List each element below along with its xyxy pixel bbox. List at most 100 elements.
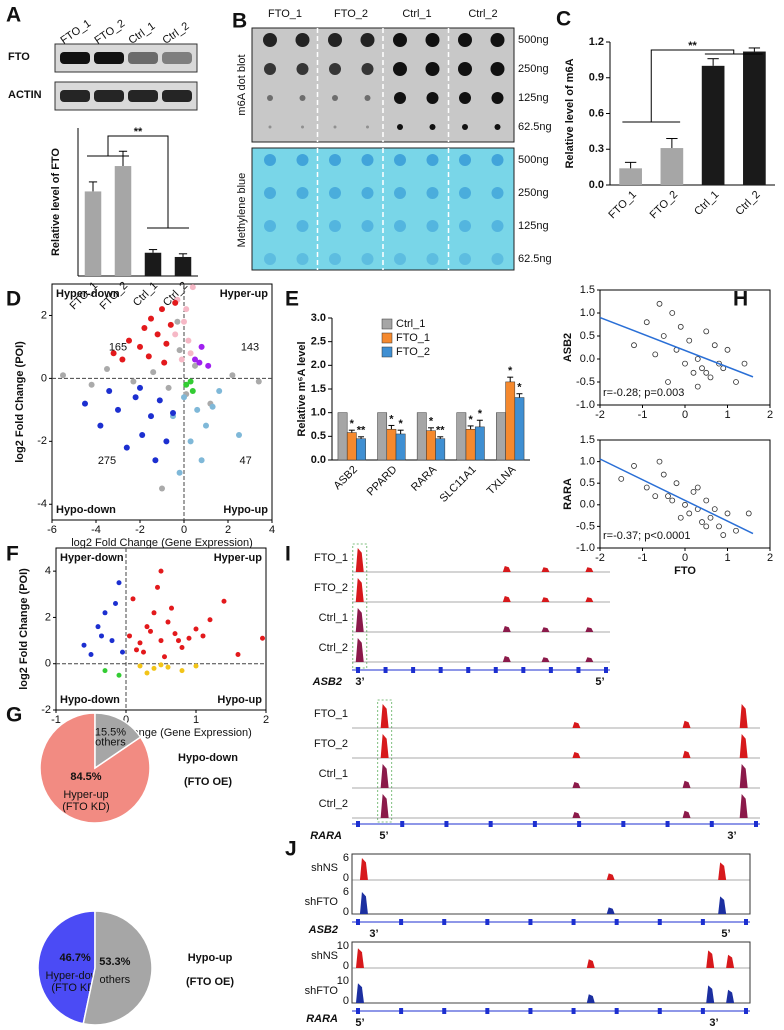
y-tick-label: 0.9	[589, 72, 604, 84]
point	[669, 497, 676, 504]
bar	[619, 168, 642, 185]
y-tick-label: 0.0	[580, 499, 595, 511]
dot	[459, 253, 471, 265]
exon	[532, 821, 537, 827]
point	[178, 356, 185, 363]
point	[126, 337, 132, 344]
dot	[366, 125, 369, 129]
point	[158, 662, 164, 668]
point	[99, 633, 104, 639]
bar	[435, 438, 446, 461]
track-label: FTO_1	[314, 708, 348, 720]
point	[151, 665, 157, 671]
x-tick-label: 2	[767, 552, 773, 564]
point	[707, 374, 714, 381]
point	[673, 480, 680, 487]
peak	[739, 704, 748, 728]
point	[159, 485, 165, 492]
bar	[474, 426, 485, 461]
exon	[399, 1008, 404, 1014]
dot	[394, 154, 406, 166]
point	[134, 647, 139, 653]
exon	[466, 667, 471, 673]
point	[150, 369, 157, 376]
dot	[394, 92, 406, 104]
pie-slice	[94, 712, 142, 770]
point	[181, 394, 187, 401]
x-tick-label: ASB2	[332, 464, 360, 492]
dot	[462, 124, 468, 130]
strand-end: 5’	[721, 928, 730, 940]
dot	[459, 187, 471, 199]
strand-end: 3’	[709, 1017, 718, 1029]
bar	[660, 148, 684, 185]
dot	[425, 33, 440, 47]
point	[656, 300, 663, 307]
point	[724, 346, 731, 353]
y-tick-label: 1.5	[580, 284, 595, 296]
bracket	[107, 135, 169, 228]
point	[186, 635, 192, 641]
peak	[586, 959, 595, 968]
trend-line	[599, 316, 754, 378]
slice-label: Hyper-down	[46, 970, 105, 982]
dot	[333, 125, 337, 129]
point	[741, 360, 748, 367]
bar	[426, 430, 436, 461]
point	[113, 601, 118, 607]
significance: **	[357, 425, 366, 437]
dot	[263, 33, 277, 47]
dot	[393, 33, 407, 47]
exon	[576, 667, 581, 673]
point	[130, 378, 137, 385]
x-tick-label: 1	[193, 714, 199, 726]
y-tick-label: 1.2	[589, 36, 604, 48]
exon	[485, 1008, 490, 1014]
point	[207, 617, 213, 623]
point	[141, 649, 146, 655]
dot	[329, 220, 341, 232]
point	[192, 356, 198, 363]
dot	[394, 220, 406, 232]
exon	[411, 667, 416, 673]
sample-label: FTO_2	[334, 8, 368, 20]
x-tick-label: TXLNA	[485, 463, 519, 497]
sample-label: Ctrl_2	[161, 20, 192, 47]
quadrant-label: Hypo-down	[56, 504, 116, 516]
bar	[416, 412, 427, 461]
x-tick-label: 2	[767, 409, 773, 421]
exon	[400, 821, 405, 827]
panel-label: J	[285, 838, 297, 861]
dot	[491, 154, 504, 166]
point	[176, 347, 183, 354]
x-tick-label: SLC11A1	[438, 464, 479, 505]
point	[660, 333, 667, 339]
x-tick-label: FTO_1	[606, 189, 639, 222]
point	[176, 469, 183, 476]
point	[181, 318, 187, 325]
exon	[700, 919, 705, 925]
dot	[360, 33, 375, 47]
point	[643, 319, 650, 326]
x-tick-label: -1	[638, 552, 648, 564]
point	[205, 362, 212, 369]
slice-label: (FTO KD)	[62, 801, 109, 813]
point	[165, 664, 171, 670]
exon	[700, 1008, 705, 1014]
bar	[377, 412, 388, 461]
point	[185, 337, 192, 344]
x-axis-label: log2 Fold Change (Gene Expression)	[71, 537, 253, 549]
y-tick-label: -1.0	[576, 399, 595, 411]
bar	[174, 256, 192, 276]
point	[183, 381, 190, 388]
exon	[356, 821, 360, 827]
significance: **	[134, 126, 143, 138]
point	[102, 668, 108, 674]
peak	[606, 907, 615, 914]
band	[128, 52, 158, 64]
x-axis-label: FTO	[674, 565, 696, 577]
dot	[361, 154, 374, 166]
band	[60, 90, 90, 102]
slice-label: Hyper-up	[63, 789, 108, 801]
exon	[754, 821, 758, 827]
